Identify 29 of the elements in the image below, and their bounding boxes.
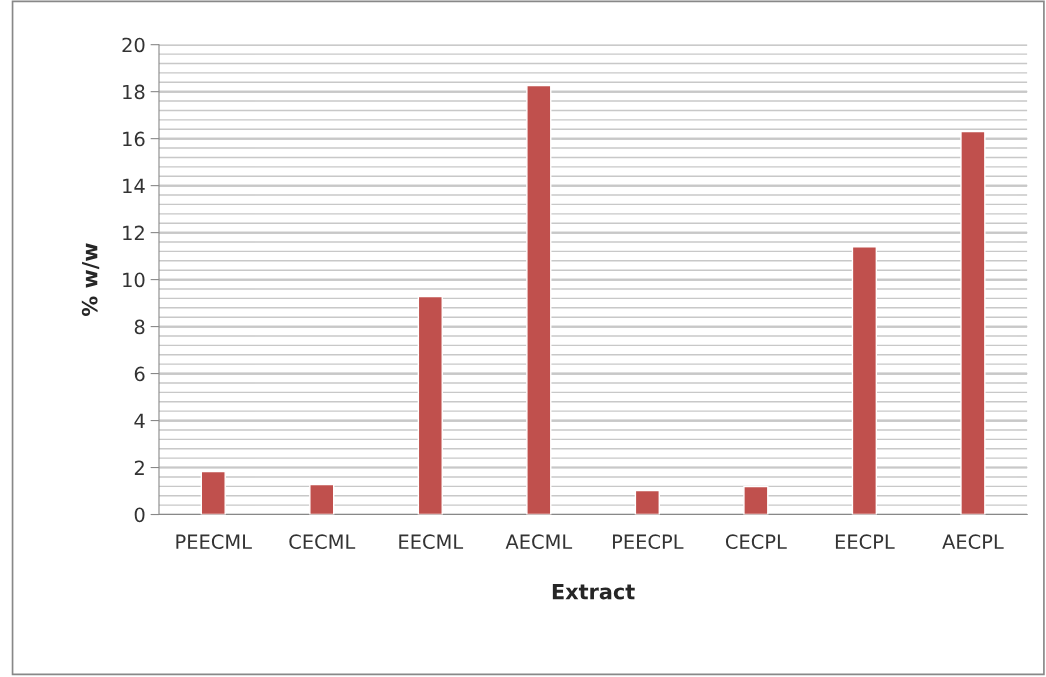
x-tick-label: PEECML (176, 534, 252, 550)
y-tick-label: 10 (123, 272, 145, 288)
x-tick-label: EECML (399, 534, 464, 550)
y-tick-label: 18 (123, 84, 145, 100)
x-axis-title: Extract (552, 583, 635, 600)
x-tick-label: EECPL (835, 534, 895, 550)
bar (743, 485, 769, 515)
bar (851, 246, 878, 515)
x-tick-label: AECML (505, 534, 573, 550)
y-axis-title: % w/w (81, 243, 100, 317)
bar (526, 84, 552, 515)
bar (417, 295, 443, 515)
y-tick-label: 14 (123, 178, 145, 194)
y-tick-label: 16 (123, 131, 145, 147)
y-tick-label: 0 (134, 507, 145, 523)
bar (634, 489, 660, 515)
y-tick-label: 8 (134, 319, 145, 335)
y-tick-label: 4 (134, 413, 145, 428)
x-tick-label: PEECPL (613, 534, 684, 550)
y-tick-label: 6 (134, 366, 145, 382)
bar (200, 470, 226, 515)
bar (960, 130, 986, 515)
x-tick-label: CECPL (725, 534, 787, 550)
y-tick-label: 20 (122, 37, 145, 53)
bar (309, 483, 335, 515)
y-tick-label: 2 (134, 460, 144, 475)
x-tick-label: CECML (289, 534, 356, 550)
x-tick-label: AECPL (942, 534, 1004, 550)
y-tick-label: 12 (123, 225, 144, 240)
